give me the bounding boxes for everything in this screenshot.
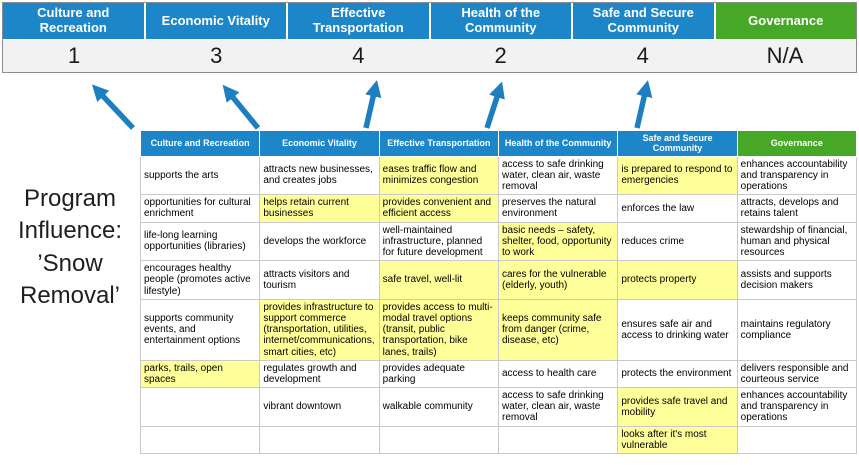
matrix-row-6: vibrant downtown walkable community access… (139, 387, 858, 427)
matrix-cell: provides convenient and efficient access (378, 194, 499, 223)
matrix-cell (139, 387, 261, 427)
matrix-row-7: looks after it's most vulnerable (139, 425, 858, 455)
scoreboard-scores: 1 3 4 2 4 N/A (3, 40, 856, 72)
matrix-cell: enhances accountability and transparency… (736, 387, 858, 427)
matrix-cell: assists and supports decision makers (736, 260, 858, 300)
matrix-header-row: Culture and Recreation Economic Vitality E… (139, 130, 858, 157)
matrix-cell: provides infrastructure to support comme… (259, 298, 380, 361)
up-arrow-icon (222, 84, 261, 130)
matrix-cell: opportunities for cultural enrichment (139, 194, 261, 223)
matrix-cell: stewardship of financial, human and phys… (736, 221, 858, 262)
matrix-cell (497, 425, 619, 455)
matrix-body: supports the arts attracts new businesses… (139, 155, 858, 455)
matrix-header-5: Governance (736, 130, 858, 157)
up-arrow-icon (363, 80, 382, 129)
matrix-row-2: life-long learning opportunities (librar… (139, 221, 858, 262)
matrix-cell: attracts, develops and retains talent (736, 194, 858, 223)
scoreboard-score-0: 1 (67, 43, 81, 68)
matrix-cell (736, 425, 858, 455)
matrix-cell: delivers responsible and courteous servi… (736, 359, 858, 389)
matrix-cell: helps retain current businesses (259, 194, 380, 223)
arrows-layer (91, 80, 653, 130)
up-arrow-icon (634, 80, 653, 129)
matrix-cell: encourages healthy people (promotes acti… (139, 260, 261, 300)
matrix-cell: enforces the law (617, 194, 738, 223)
matrix-row-4: supports community events, and entertain… (139, 298, 858, 361)
matrix-cell: supports community events, and entertain… (139, 298, 261, 361)
matrix-cell (378, 425, 499, 455)
matrix-cell (139, 425, 261, 455)
scoreboard-score-1: 3 (210, 43, 223, 68)
scoreboard-score-3: 2 (494, 43, 507, 68)
matrix-cell: supports the arts (139, 155, 261, 196)
scoreboard-header-1: Economic Vitality (145, 3, 286, 39)
matrix-cell: vibrant downtown (259, 387, 380, 427)
scoreboard-header-4: Safe and Secure Community (573, 3, 714, 39)
matrix-cell: looks after it's most vulnerable (617, 425, 738, 455)
matrix-cell: basic needs – safety, shelter, food, opp… (497, 221, 619, 262)
matrix-cell: access to health care (497, 359, 619, 389)
matrix-head: Culture and Recreation Economic Vitality E… (139, 130, 858, 157)
matrix-cell: regulates growth and development (259, 359, 380, 389)
matrix-cell: provides access to multi-modal travel op… (378, 298, 499, 361)
matrix-cell: access to safe drinking water, clean air… (497, 387, 619, 427)
scoreboard-header-0: Culture and Recreation (3, 3, 144, 39)
matrix-header-0: Culture and Recreation (139, 130, 261, 157)
scoreboard-score-5: N/A (766, 43, 804, 68)
matrix-cell: develops the workforce (259, 221, 380, 262)
scoreboard: Culture and Recreation Economic Vitality E… (2, 2, 857, 73)
matrix-cell: well-maintained infrastructure, planned … (378, 221, 499, 262)
scoreboard-score-2: 4 (352, 43, 365, 68)
matrix-row-3: encourages healthy people (promotes acti… (139, 260, 858, 300)
matrix-cell: reduces crime (617, 221, 738, 262)
matrix-row-5: parks, trails, open spaces regulates grow… (139, 359, 858, 389)
scoreboard-score-4: 4 (636, 43, 649, 68)
matrix-cell: is prepared to respond to emergencies (617, 155, 738, 196)
matrix-header-1: Economic Vitality (259, 130, 380, 157)
matrix-cell: enhances accountability and transparency… (736, 155, 858, 196)
matrix-cell: protects property (617, 260, 738, 300)
matrix-cell: protects the environment (617, 359, 738, 389)
matrix-cell: keeps community safe from danger (crime,… (497, 298, 619, 361)
matrix-cell: life-long learning opportunities (librar… (139, 221, 261, 262)
matrix-cell: attracts new businesses, and creates job… (259, 155, 380, 196)
up-arrow-icon (91, 84, 136, 130)
influence-matrix: Culture and Recreation Economic Vitality E… (139, 130, 858, 455)
matrix-cell (259, 425, 380, 455)
matrix-cell: provides safe travel and mobility (617, 387, 738, 427)
matrix-cell: ensures safe air and access to drinking … (617, 298, 738, 361)
matrix-cell: safe travel, well-lit (378, 260, 499, 300)
matrix-cell: attracts visitors and tourism (259, 260, 380, 300)
matrix-cell: provides adequate parking (378, 359, 499, 389)
matrix-cell: preserves the natural environment (497, 194, 619, 223)
matrix-header-4: Safe and Secure Community (617, 130, 738, 157)
matrix-cell: maintains regulatory compliance (736, 298, 858, 361)
matrix-header-2: Effective Transportation (378, 130, 499, 157)
page-title: Program Influence: ’Snow Removal’ (17, 185, 123, 310)
matrix-cell: eases traffic flow and minimizes congest… (378, 155, 499, 196)
scoreboard-headers: Culture and Recreation Economic Vitality E… (3, 3, 856, 39)
matrix-header-3: Health of the Community (497, 130, 619, 157)
scoreboard-header-5: Governance (715, 3, 856, 39)
matrix-cell: cares for the vulnerable (elderly, youth… (497, 260, 619, 300)
scoreboard-header-2: Effective Transportation (288, 3, 429, 39)
matrix-cell: parks, trails, open spaces (139, 359, 261, 389)
matrix-cell: access to safe drinking water, clean air… (497, 155, 619, 196)
matrix-cell: walkable community (378, 387, 499, 427)
matrix-row-1: opportunities for cultural enrichment hel… (139, 194, 858, 223)
scoreboard-header-3: Health of the Community (430, 3, 571, 39)
matrix-row-0: supports the arts attracts new businesses… (139, 155, 858, 196)
up-arrow-icon (484, 81, 505, 129)
